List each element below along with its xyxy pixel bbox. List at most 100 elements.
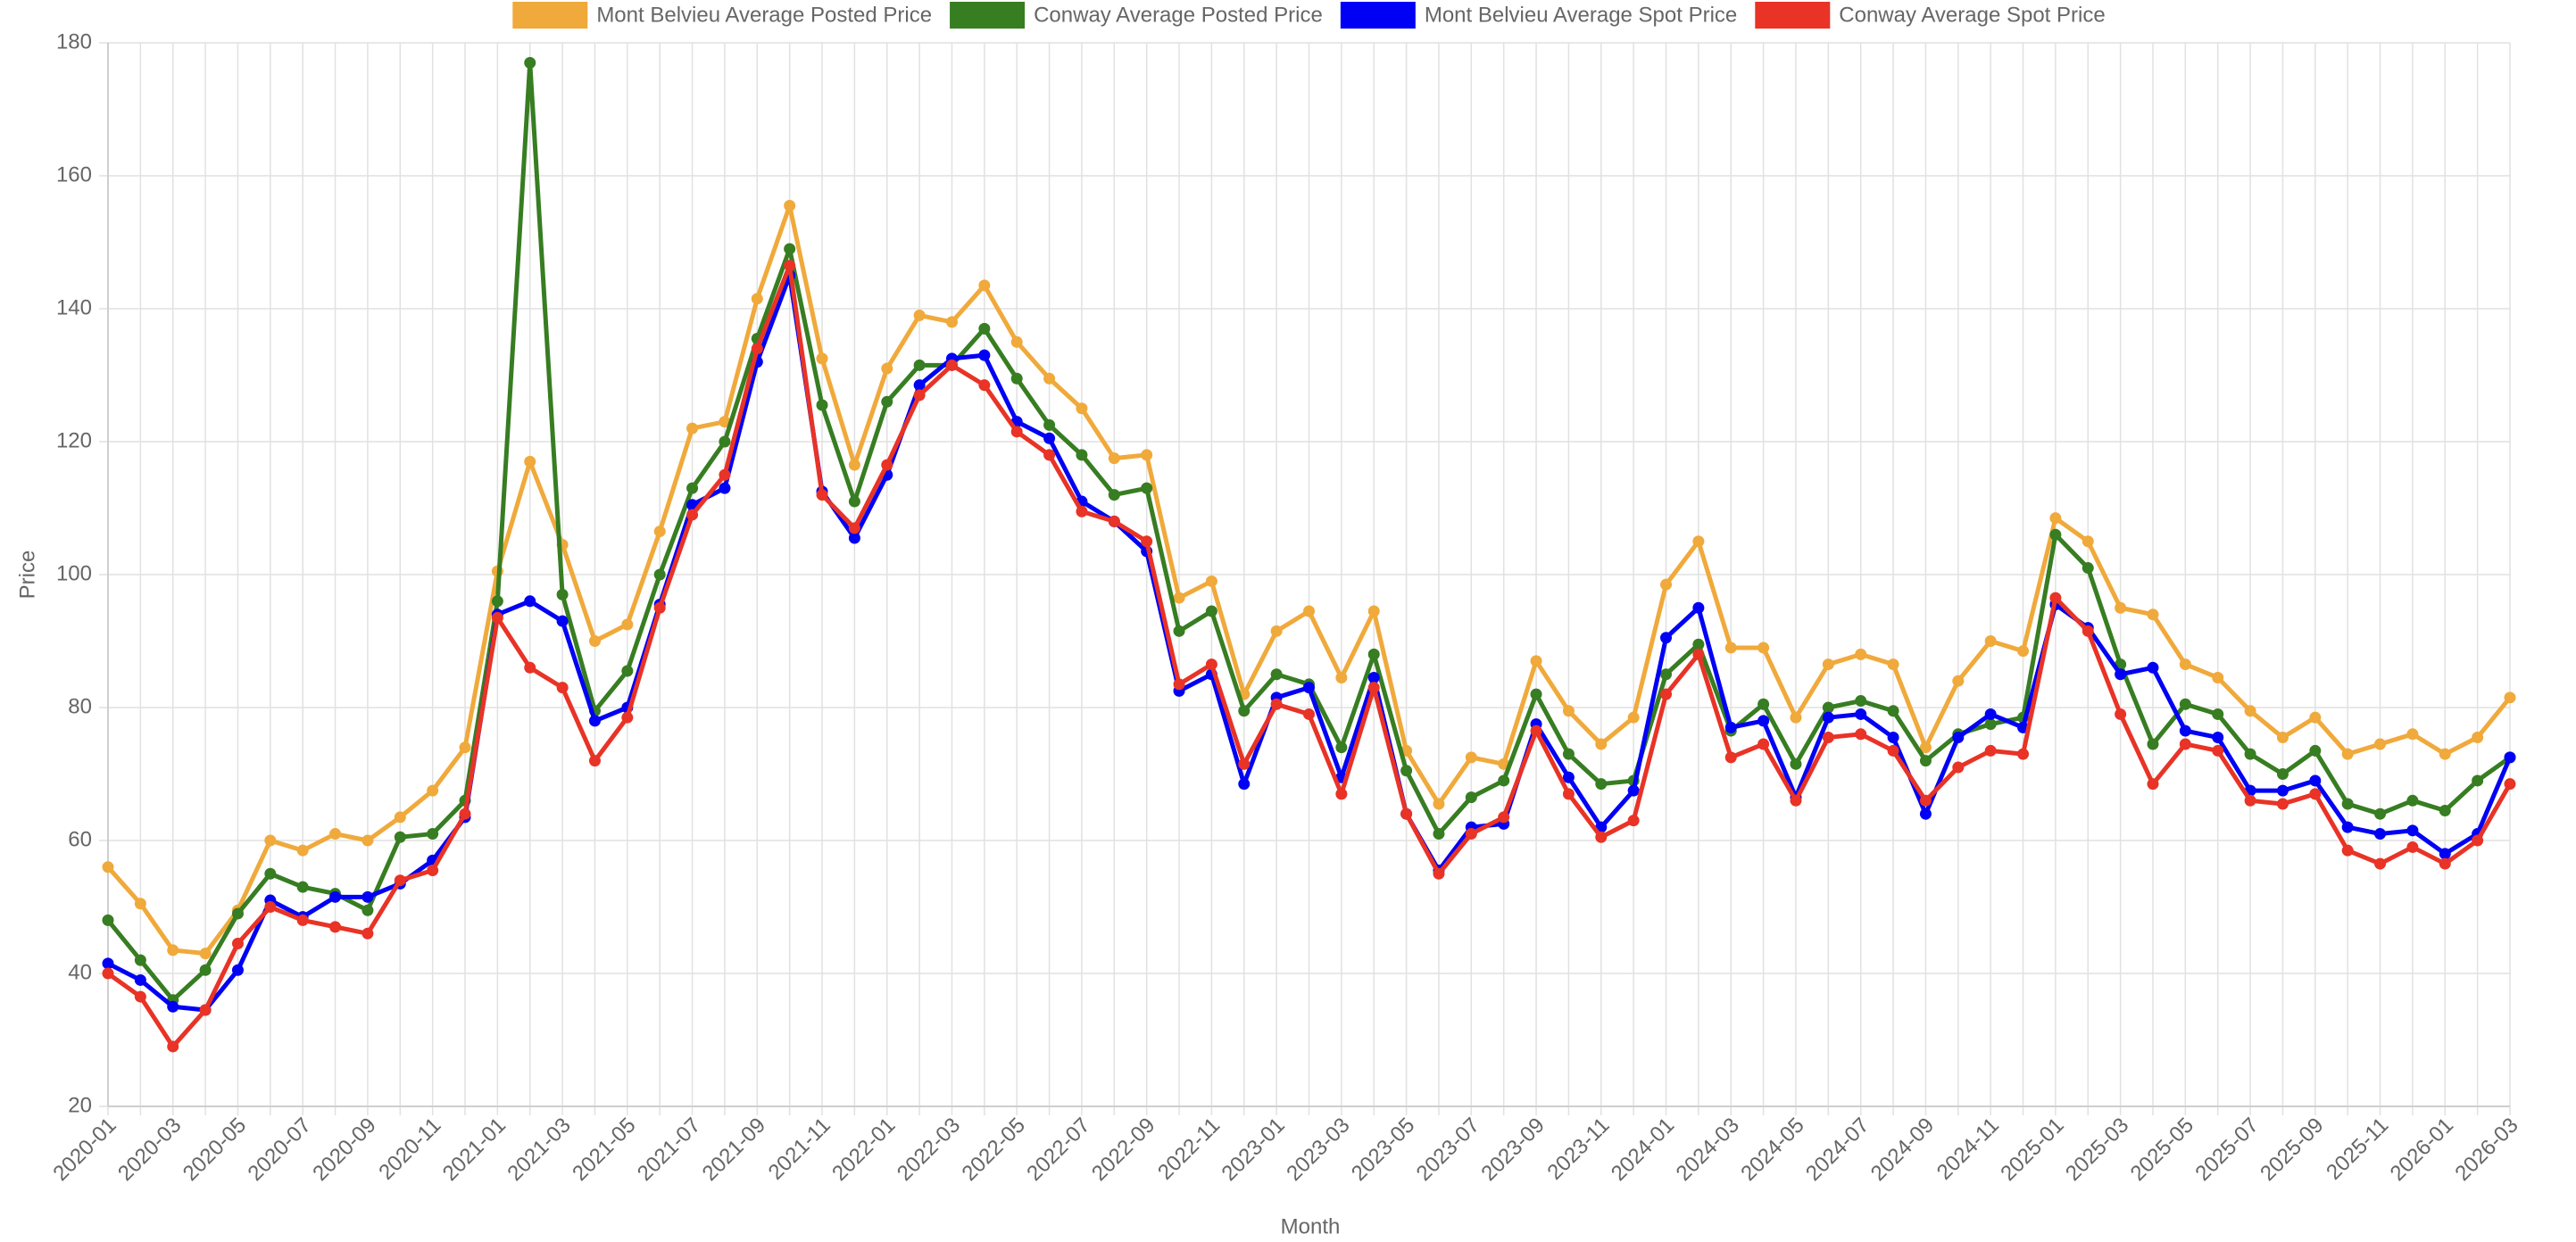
legend-swatch <box>950 2 1026 29</box>
x-tick-label: 2023-03 <box>1282 1114 1354 1186</box>
x-axis-title: Month <box>1281 1214 1341 1238</box>
data-point <box>1790 794 1802 807</box>
x-tick-label: 2024-03 <box>1672 1114 1744 1186</box>
y-tick-label: 100 <box>56 561 92 585</box>
data-point <box>1757 738 1770 750</box>
data-point <box>1400 765 1413 777</box>
data-point <box>1692 648 1705 660</box>
data-point <box>621 618 634 631</box>
x-tick-label: 2022-05 <box>958 1114 1030 1186</box>
data-point <box>2341 798 2354 810</box>
data-point <box>1887 732 1899 744</box>
x-tick-label: 2022-01 <box>827 1114 900 1186</box>
data-point <box>2309 774 2322 787</box>
data-point <box>2082 535 2094 548</box>
data-point <box>1919 794 1932 807</box>
data-point <box>1757 698 1770 710</box>
legend-swatch <box>1755 2 1831 29</box>
data-point <box>1303 708 1315 720</box>
data-point <box>2049 528 2062 541</box>
y-tick-label: 180 <box>56 29 92 54</box>
data-point <box>2244 705 2256 717</box>
data-point <box>167 1040 179 1053</box>
data-point <box>2017 748 2030 760</box>
data-point <box>2406 824 2419 837</box>
data-point <box>848 532 860 544</box>
data-point <box>2212 671 2224 683</box>
x-tick-label: 2025-03 <box>2061 1114 2133 1186</box>
data-point <box>2082 625 2094 637</box>
data-point <box>2472 834 2484 847</box>
data-point <box>1367 671 1380 683</box>
data-point <box>134 954 146 966</box>
data-point <box>751 343 763 355</box>
data-point <box>1498 774 1510 787</box>
data-point <box>1367 648 1380 660</box>
data-point <box>1433 828 1445 840</box>
data-point <box>134 990 146 1003</box>
data-point <box>102 957 114 970</box>
x-tick-label: 2020-11 <box>374 1114 445 1185</box>
x-tick-label: 2025-09 <box>2256 1114 2328 1186</box>
x-tick-label: 2024-07 <box>1801 1114 1874 1186</box>
x-tick-label: 2025-05 <box>2126 1114 2198 1186</box>
data-point <box>784 200 796 212</box>
data-point <box>816 399 828 411</box>
data-point <box>1757 715 1770 727</box>
data-point <box>686 509 699 521</box>
x-tick-label: 2026-01 <box>2386 1114 2458 1186</box>
x-tick-label: 2022-09 <box>1087 1114 1159 1186</box>
data-point <box>881 362 893 375</box>
data-point <box>2276 784 2289 797</box>
data-point <box>1984 635 1997 647</box>
data-point <box>1010 372 1023 385</box>
x-tick-label: 2020-07 <box>244 1114 316 1186</box>
x-tick-label: 2023-11 <box>1542 1114 1614 1185</box>
data-point <box>231 937 244 949</box>
data-point <box>2212 708 2224 720</box>
data-point <box>1205 605 1217 617</box>
x-tick-label: 2024-11 <box>1932 1114 2004 1185</box>
data-point <box>913 389 926 402</box>
data-point <box>1076 505 1088 518</box>
data-point <box>1465 828 1477 840</box>
data-point <box>1367 682 1380 694</box>
data-point <box>1238 778 1251 791</box>
data-point <box>2406 794 2419 807</box>
data-point <box>199 964 212 976</box>
data-point <box>1043 449 1056 461</box>
data-point <box>1530 655 1542 667</box>
data-point <box>329 921 342 933</box>
data-point <box>524 455 536 468</box>
data-point <box>459 807 471 820</box>
data-point <box>1952 675 1965 687</box>
data-point <box>913 309 926 321</box>
data-point <box>2115 668 2127 681</box>
data-point <box>945 359 958 371</box>
data-point <box>2439 804 2451 816</box>
data-point <box>1757 642 1770 654</box>
data-point <box>719 435 731 448</box>
data-point <box>2504 691 2516 704</box>
data-point <box>1562 771 1575 783</box>
data-point <box>1141 535 1153 548</box>
data-point <box>588 715 601 727</box>
data-point <box>2472 774 2484 787</box>
data-point <box>459 741 471 754</box>
data-point <box>491 611 503 624</box>
data-point <box>1822 701 1834 714</box>
x-tick-label: 2023-01 <box>1217 1114 1289 1186</box>
data-point <box>1660 578 1673 591</box>
data-point <box>1822 658 1834 671</box>
data-point <box>1465 751 1477 764</box>
legend-swatch <box>512 2 588 29</box>
data-point <box>1984 744 1997 757</box>
y-tick-label: 80 <box>68 694 92 718</box>
data-point <box>1887 705 1899 717</box>
data-point <box>556 615 569 627</box>
data-point <box>848 459 860 471</box>
data-point <box>296 844 309 857</box>
data-point <box>394 874 406 887</box>
data-point <box>816 352 828 365</box>
